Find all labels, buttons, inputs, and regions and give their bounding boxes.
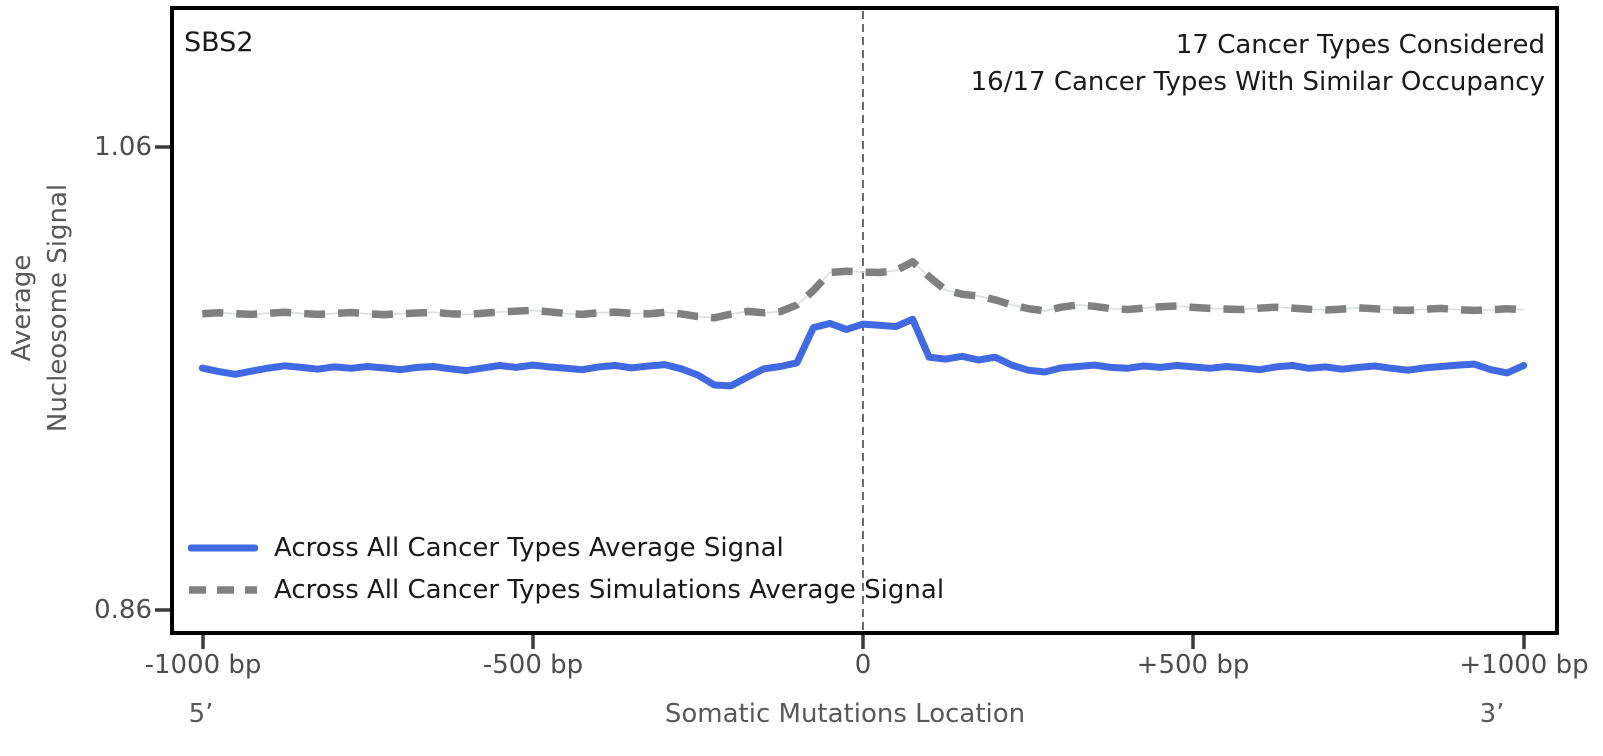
signature-label: SBS2: [184, 27, 254, 58]
ytick-label-low: 0.86: [94, 595, 152, 625]
y-axis-label: Average Nucleosome Signal: [7, 183, 73, 433]
annotation-cancer-types-considered: 17 Cancer Types Considered: [1175, 30, 1545, 60]
legend-label-simulations: Across All Cancer Types Simulations Aver…: [274, 575, 945, 605]
legend-item-real: Across All Cancer Types Average Signal: [188, 527, 944, 569]
legend: Across All Cancer Types Average Signal A…: [188, 527, 944, 611]
xtick-label-zero: 0: [854, 650, 872, 680]
five-prime-label: 5’: [188, 699, 214, 729]
xtick-label-minus-1000: -1000 bp: [144, 650, 262, 680]
xtick-label-plus-500: +500 bp: [1136, 650, 1250, 680]
x-axis-ticks: [201, 635, 1526, 649]
ytick-label-high: 1.06: [94, 132, 152, 162]
xtick-label-plus-1000: +1000 bp: [1459, 650, 1589, 680]
legend-swatch-real-line: [188, 544, 258, 552]
annotation-similar-occupancy: 16/17 Cancer Types With Similar Occupanc…: [970, 67, 1545, 97]
legend-swatch-simulations-line: [189, 586, 257, 594]
three-prime-label: 3’: [1479, 699, 1505, 729]
legend-item-simulations: Across All Cancer Types Simulations Aver…: [188, 569, 944, 611]
xtick-label-minus-500: -500 bp: [482, 650, 584, 680]
y-axis-ticks: [155, 145, 170, 612]
legend-label-real: Across All Cancer Types Average Signal: [274, 533, 784, 563]
x-axis-label: Somatic Mutations Location: [664, 699, 1026, 729]
